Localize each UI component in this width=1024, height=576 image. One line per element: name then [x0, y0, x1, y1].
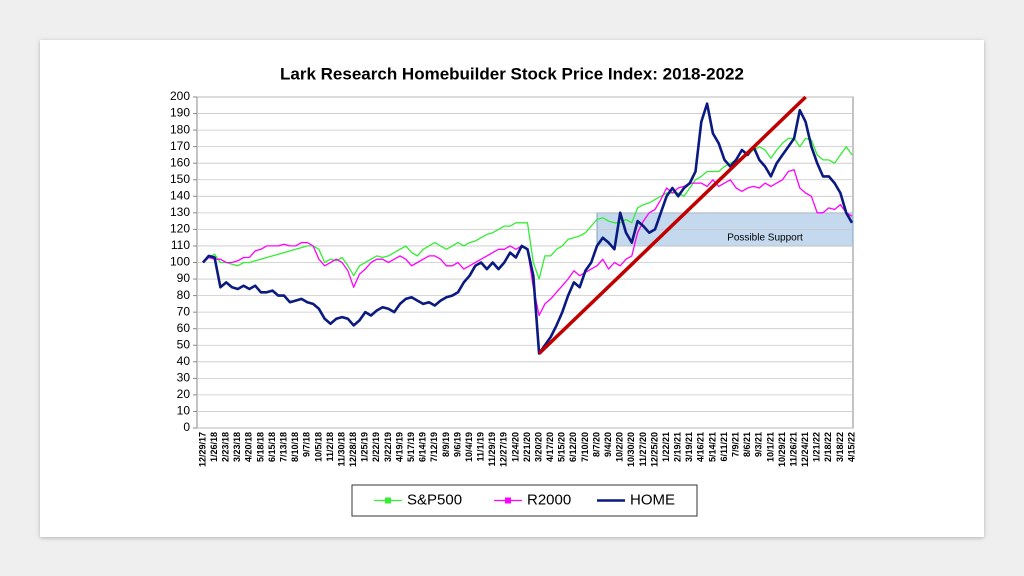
y-tick-label: 70	[177, 304, 191, 318]
trend-line	[537, 95, 807, 355]
x-tick-label: 8/9/19	[441, 432, 451, 457]
y-tick-label: 10	[177, 404, 191, 418]
x-tick-label: 2/23/18	[221, 432, 231, 462]
x-tick-label: 4/19/19	[394, 432, 404, 462]
x-tick-label: 4/20/18	[244, 432, 254, 462]
legend-marker	[505, 497, 511, 504]
x-tick-label: 5/18/18	[255, 432, 265, 462]
x-tick-label: 3/19/21	[684, 432, 694, 462]
x-tick-label: 5/17/19	[406, 432, 416, 462]
x-tick-label: 7/12/19	[429, 432, 439, 462]
x-tick-label: 1/26/18	[209, 432, 219, 462]
x-tick-label: 12/24/21	[800, 432, 810, 467]
y-tick-label: 60	[177, 321, 191, 335]
legend: S&P500 R2000 HOME	[351, 484, 698, 517]
support-label: Possible Support	[727, 233, 803, 244]
x-tick-label: 12/28/18	[348, 432, 358, 467]
x-tick-label: 10/2/20	[615, 432, 625, 462]
y-tick-label: 30	[177, 371, 191, 385]
x-tick-label: 7/13/18	[279, 432, 289, 462]
x-tick-label: 2/22/19	[371, 432, 381, 462]
x-tick-label: 11/1/19	[476, 432, 486, 462]
y-tick-label: 120	[170, 222, 190, 236]
x-tick-label: 6/12/20	[568, 432, 578, 462]
x-tick-label: 12/27/19	[499, 432, 509, 467]
x-tick-label: 10/30/20	[626, 432, 636, 467]
y-tick-label: 180	[170, 122, 190, 136]
x-tick-label: 11/30/18	[336, 432, 346, 467]
legend-marker	[385, 497, 391, 504]
x-tick-label: 9/7/18	[302, 432, 312, 457]
x-tick-label: 1/22/21	[661, 432, 671, 462]
y-tick-label: 170	[170, 139, 190, 153]
x-tick-label: 8/10/18	[290, 432, 300, 462]
x-tick-label: 8/7/20	[591, 432, 601, 457]
x-tick-label: 12/25/20	[649, 432, 659, 467]
x-tick-label: 3/18/22	[835, 432, 845, 462]
y-tick-label: 150	[170, 172, 190, 186]
y-tick-label: 100	[170, 255, 190, 269]
x-tick-label: 9/3/21	[754, 432, 764, 457]
chart-title: Lark Research Homebuilder Stock Price In…	[280, 64, 744, 83]
y-tick-label: 50	[177, 337, 191, 351]
y-tick-label: 90	[177, 271, 191, 285]
x-tick-label: 12/29/17	[197, 432, 207, 467]
x-tick-label: 6/15/18	[267, 432, 277, 462]
x-tick-label: 11/29/19	[487, 432, 497, 467]
x-tick-label: 11/27/20	[638, 432, 648, 467]
x-tick-label: 2/21/20	[522, 432, 532, 462]
y-tick-label: 130	[170, 205, 190, 219]
x-tick-label: 10/1/21	[765, 432, 775, 462]
y-tick-label: 80	[177, 288, 191, 302]
x-tick-label: 4/16/21	[696, 432, 706, 462]
x-tick-label: 3/22/19	[383, 432, 393, 462]
series-line	[202, 102, 854, 355]
x-tick-label: 3/23/18	[232, 432, 242, 462]
legend-box	[351, 484, 698, 517]
x-tick-label: 11/26/21	[788, 432, 798, 467]
x-tick-label: 7/10/20	[580, 432, 590, 462]
y-tick-label: 160	[170, 155, 190, 169]
y-tick-label: 200	[170, 89, 190, 103]
y-tick-label: 110	[171, 238, 190, 252]
x-tick-label: 3/20/20	[533, 432, 543, 462]
x-tick-label: 7/9/21	[730, 432, 740, 457]
x-tick-label: 6/14/19	[418, 432, 428, 462]
x-tick-label: 2/18/22	[823, 432, 833, 462]
y-tick-label: 20	[177, 387, 191, 401]
x-tick-label: 10/4/19	[464, 432, 474, 462]
x-tick-label: 9/6/19	[452, 432, 462, 457]
x-tick-label: 1/24/20	[510, 432, 520, 462]
x-tick-label: 8/6/21	[742, 432, 752, 457]
x-tick-label: 9/4/20	[603, 432, 613, 457]
x-tick-label: 1/25/19	[360, 432, 370, 462]
x-tick-label: 4/17/20	[545, 432, 555, 462]
x-tick-label: 10/29/21	[777, 432, 787, 467]
x-tick-label: 1/21/22	[812, 432, 822, 462]
x-tick-label: 11/2/18	[325, 432, 335, 462]
y-tick-label: 190	[170, 106, 190, 120]
y-tick-label: 0	[183, 420, 190, 434]
legend-label: R2000	[527, 491, 571, 508]
x-tick-label: 2/19/21	[673, 432, 683, 462]
x-tick-label: 5/15/20	[557, 432, 567, 462]
y-tick-label: 140	[170, 188, 190, 202]
x-tick-label: 10/5/18	[313, 432, 323, 462]
legend-label: S&P500	[407, 491, 462, 508]
x-tick-label: 4/15/22	[846, 432, 856, 462]
x-tick-label: 5/14/21	[707, 432, 717, 462]
legend-label: HOME	[630, 491, 675, 508]
y-tick-label: 40	[177, 354, 191, 368]
x-tick-label: 6/11/21	[719, 432, 729, 462]
